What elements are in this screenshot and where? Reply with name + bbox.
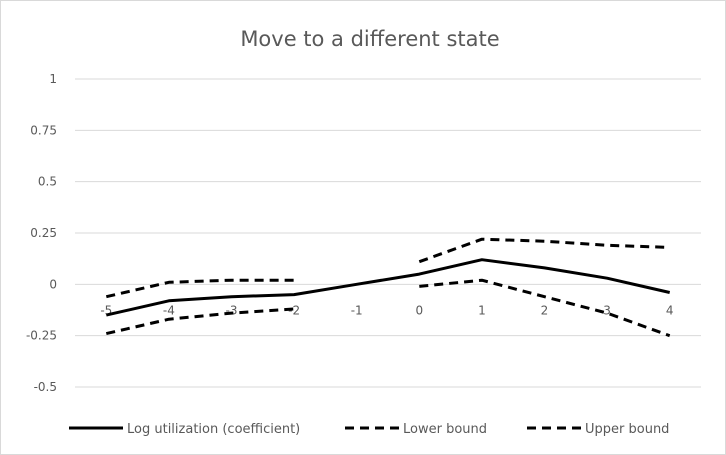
y-tick-label: 0.25 — [30, 226, 57, 240]
legend-label: Upper bound — [585, 422, 669, 437]
x-tick-label: 0 — [415, 303, 423, 317]
y-tick-label: -0.25 — [26, 329, 57, 343]
x-tick-label: -3 — [226, 303, 238, 317]
y-tick-labels: 1 0.75 0.5 0.25 0 -0.25 -0.5 — [26, 72, 57, 394]
x-tick-label: 1 — [478, 303, 486, 317]
y-tick-label: 1 — [49, 72, 57, 86]
series-line-1 — [105, 307, 295, 336]
gridlines — [75, 78, 701, 388]
x-tick-label: -1 — [351, 303, 363, 317]
x-tick-label: -2 — [288, 303, 300, 317]
x-tick-label: 4 — [666, 303, 674, 317]
x-tick-label: -4 — [163, 303, 175, 317]
y-tick-label: 0 — [49, 277, 57, 291]
x-tick-label: -5 — [100, 303, 112, 317]
legend: Log utilization (coefficient) Lower bound… — [69, 422, 669, 437]
legend-label: Log utilization (coefficient) — [127, 422, 300, 437]
x-tick-label: 2 — [541, 303, 549, 317]
y-tick-label: 0.75 — [30, 123, 57, 137]
series-lines — [105, 237, 671, 338]
chart-title: Move to a different state — [240, 27, 499, 51]
series-line-0 — [105, 258, 671, 317]
y-tick-label: 0.5 — [38, 175, 57, 189]
x-tick-labels: -5 -4 -3 -2 -1 0 1 2 3 4 — [100, 303, 673, 317]
y-tick-label: -0.5 — [34, 380, 57, 394]
series-line-1 — [419, 278, 671, 338]
series-line-2 — [418, 237, 670, 264]
x-tick-label: 3 — [603, 303, 611, 317]
legend-label: Lower bound — [403, 422, 487, 437]
series-line-2 — [105, 278, 295, 299]
